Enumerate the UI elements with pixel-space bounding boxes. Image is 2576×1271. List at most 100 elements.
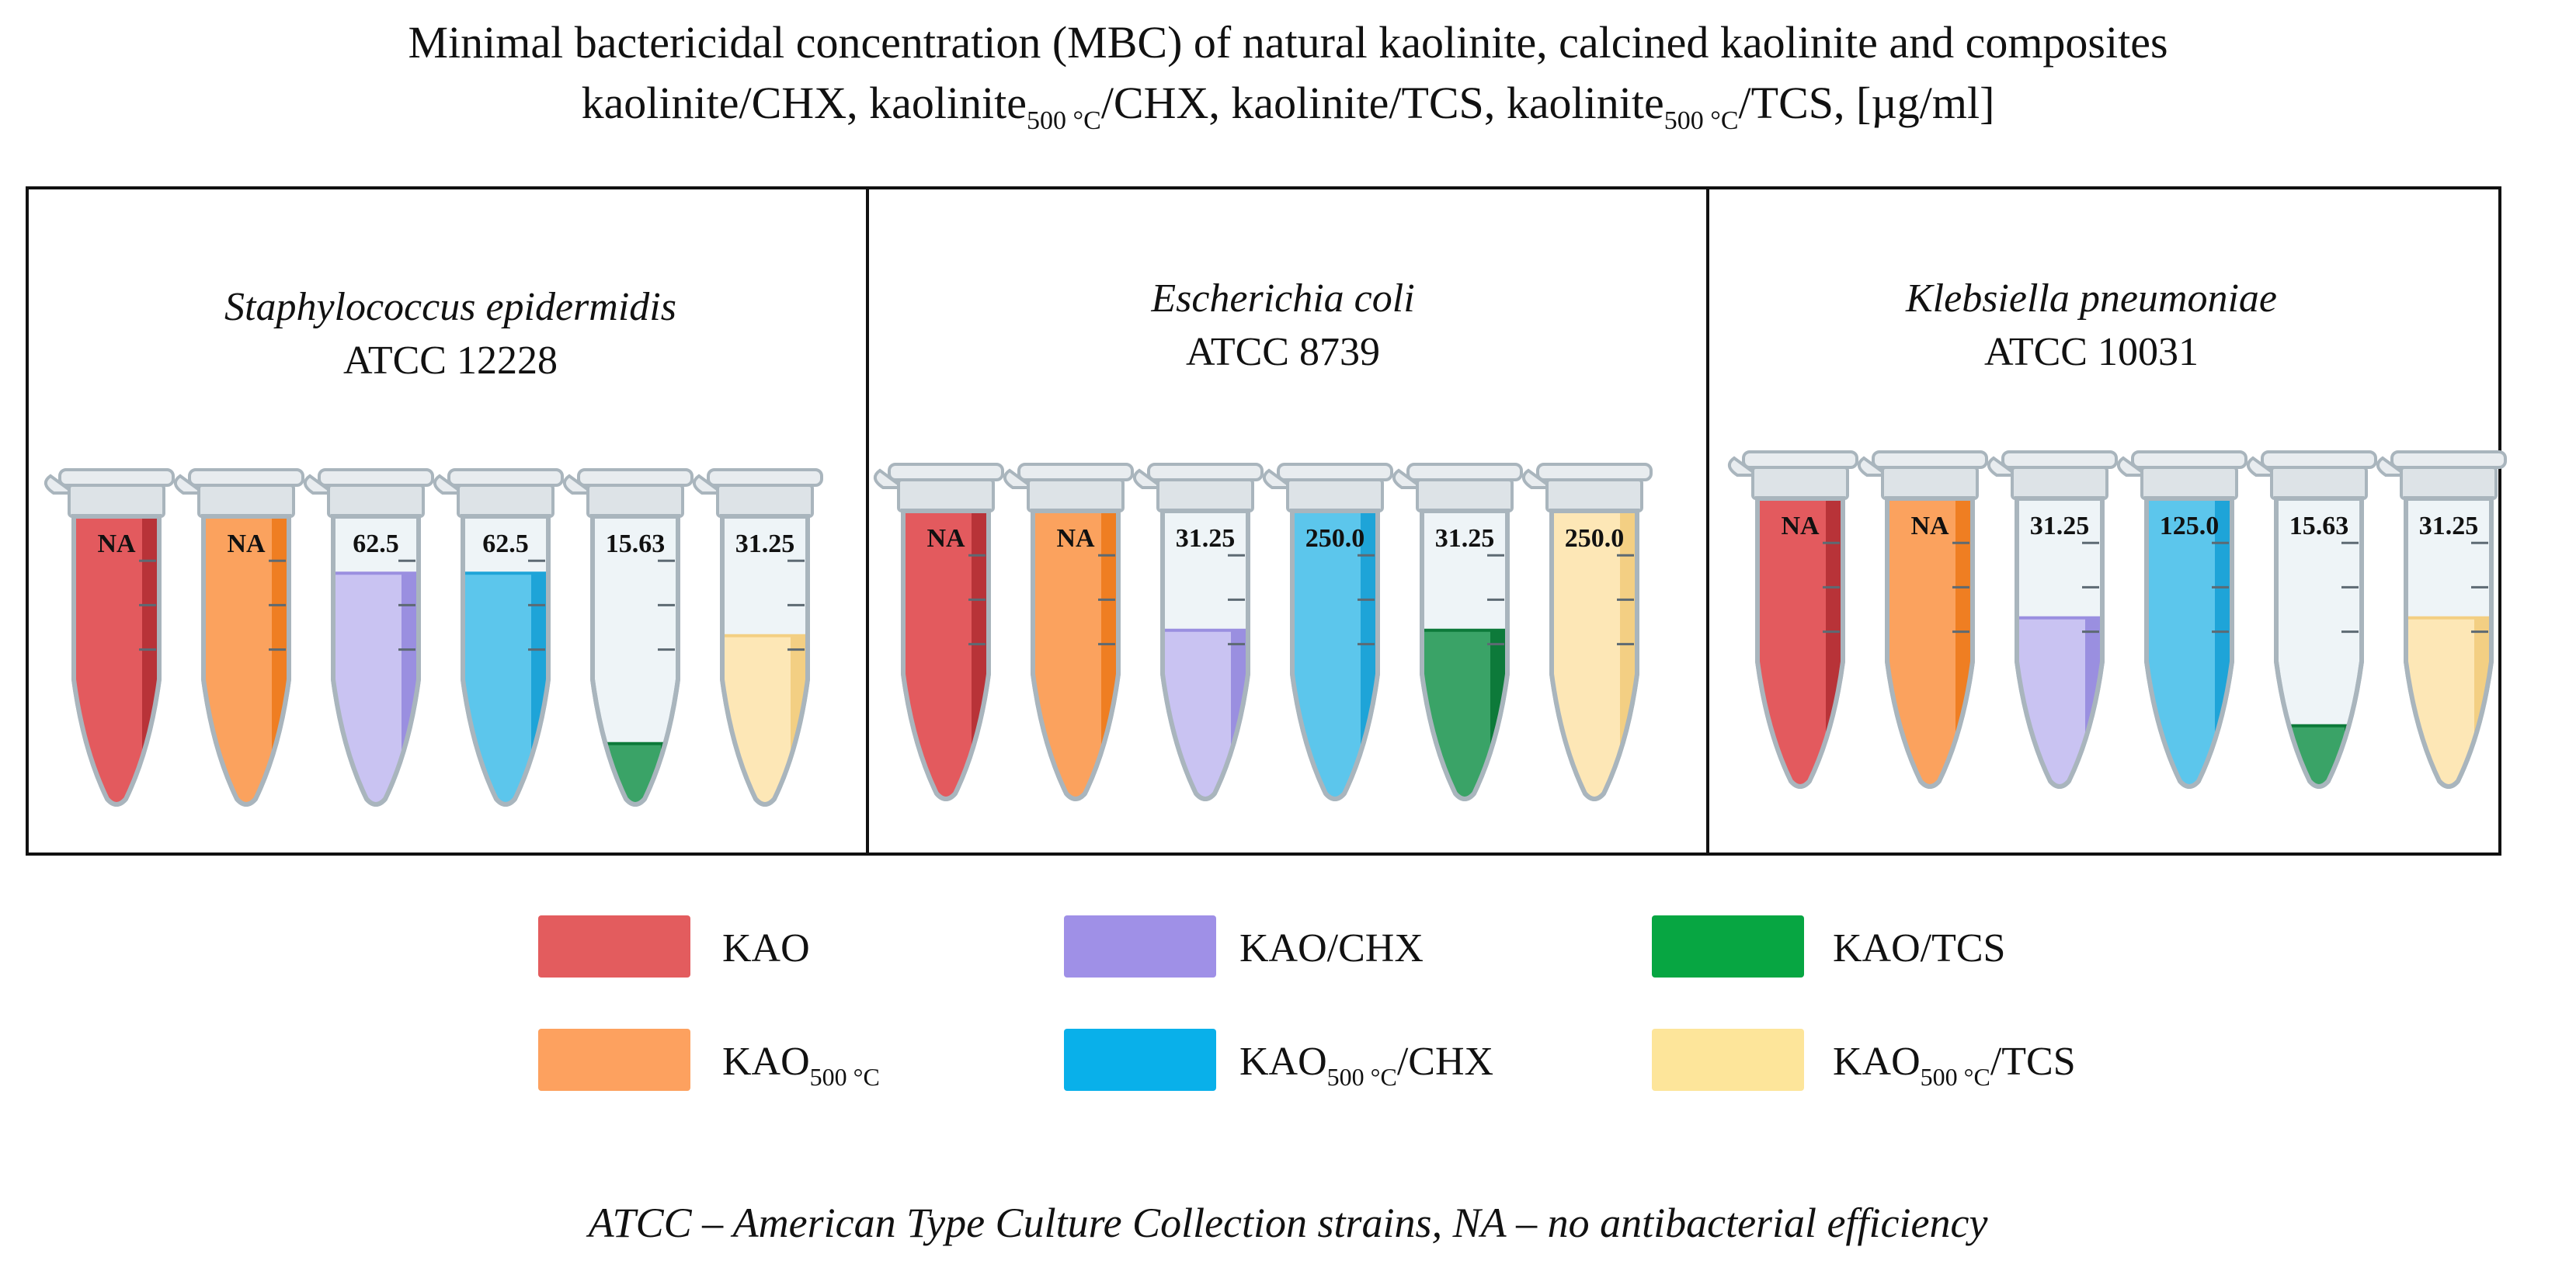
- legend-label-suffix: /CHX: [1396, 1040, 1494, 1084]
- tube-collar: [327, 484, 425, 518]
- legend-label-text: KAO: [722, 926, 810, 971]
- tube-collar: [2140, 466, 2238, 500]
- tube-kaotcs: 15.63: [2247, 450, 2377, 789]
- legend-label-kao500-chx: KAO500 °C/CHX: [1239, 1040, 1494, 1091]
- tube-value-label: 125.0: [2160, 512, 2220, 540]
- legend-swatch-kao500-chx: [1064, 1029, 1216, 1091]
- tube-collar: [1751, 466, 1849, 500]
- tube-value-label: 250.0: [1305, 524, 1365, 553]
- tube-collar: [1286, 478, 1384, 512]
- tube-cap: [1277, 463, 1393, 481]
- tube-value-label: 31.25: [2419, 512, 2479, 540]
- footnote: ATCC – American Type Culture Collection …: [588, 1200, 1988, 1246]
- tube-hinge: [1858, 456, 1893, 477]
- tube-collar: [1416, 478, 1514, 512]
- tube-cap: [1147, 463, 1264, 481]
- tube-liquid: [463, 571, 548, 804]
- panel-divider: [1706, 189, 1709, 853]
- tube-hinge: [1133, 468, 1168, 489]
- tube-hinge: [1392, 468, 1427, 489]
- legend-swatch-kao500: [538, 1029, 690, 1091]
- tube-value-label: 31.25: [735, 530, 795, 558]
- tube-kao500chx: 62.5: [433, 468, 564, 807]
- species-name: Klebsiella pneumoniae: [1905, 276, 2278, 321]
- tube-hinge: [1987, 456, 2022, 477]
- legend-label-text: KAO: [722, 1040, 810, 1084]
- tube-kao500tcs: 31.25: [2376, 450, 2507, 789]
- tube-kao500tcs: 250.0: [1522, 463, 1653, 801]
- species-name: Escherichia coli: [1151, 276, 1415, 321]
- legend-label-kao: KAO: [722, 929, 810, 969]
- tube-cap: [1536, 463, 1653, 481]
- tube-illustrations: NA NA 62.5 62.5 15.63 31.25 NA NA 31.25 250.0 31.2…: [44, 450, 2507, 807]
- tube-value-label: 31.25: [2030, 512, 2090, 540]
- tube-kao: NA: [1728, 450, 1858, 789]
- tube-kaotcs: 31.25: [1392, 463, 1523, 801]
- strain-id: ATCC 12228: [343, 338, 558, 383]
- tube-hinge: [2117, 456, 2152, 477]
- tube-collar: [2270, 466, 2368, 500]
- tube-cap: [447, 468, 564, 487]
- tube-value-label: 31.25: [1176, 524, 1236, 553]
- legend-label-subscript: 500 °C: [1326, 1063, 1397, 1091]
- tube-value-label: NA: [1056, 524, 1095, 553]
- tube-cap: [2390, 450, 2507, 469]
- title-subscript: 500 °C: [1663, 106, 1739, 135]
- legend-label-text: KAO: [1833, 1040, 1921, 1084]
- tube-value-label: 15.63: [2289, 512, 2349, 540]
- tube-kaotcs: 15.63: [563, 468, 694, 807]
- tube-cap: [58, 468, 175, 487]
- tube-collar: [1545, 478, 1643, 512]
- tube-collar: [1881, 466, 1979, 500]
- tube-collar: [586, 484, 684, 518]
- tube-liquid: [333, 571, 419, 804]
- panel-title-klebsiella: Klebsiella pneumoniae ATCC 10031: [1703, 273, 2480, 379]
- panel-divider: [866, 189, 869, 853]
- legend-label-kao500: KAO500 °C: [722, 1040, 880, 1091]
- tube-cap: [1406, 463, 1523, 481]
- legend-label-subscript: 500 °C: [1920, 1063, 1990, 1091]
- strain-id: ATCC 8739: [1186, 329, 1380, 374]
- tube-collar: [897, 478, 995, 512]
- tube-cap: [888, 463, 1004, 481]
- tube-kao500: NA: [1858, 450, 1988, 789]
- title-part: kaolinite/CHX, kaolinite: [581, 78, 1027, 128]
- tube-kao500tcs: 31.25: [693, 468, 823, 807]
- tube-cap: [2261, 450, 2377, 469]
- legend-label-text: KAO/CHX: [1239, 926, 1424, 971]
- tube-value-label: NA: [1910, 512, 1949, 540]
- legend-label-kao-tcs: KAO/TCS: [1833, 929, 2005, 969]
- tube-hinge: [2376, 456, 2411, 477]
- tube-collar: [457, 484, 554, 518]
- tube-hinge: [1522, 468, 1557, 489]
- title-part: /TCS, [µg/ml]: [1738, 78, 1995, 128]
- chart-title-line-1: Minimal bactericidal concentration (MBC)…: [408, 17, 2168, 68]
- tube-value-label: 15.63: [606, 530, 666, 558]
- tube-value-label: 31.25: [1435, 524, 1495, 553]
- tube-hinge: [563, 474, 598, 495]
- tube-hinge: [2247, 456, 2282, 477]
- tube-cap: [577, 468, 694, 487]
- legend-label-kao-chx: KAO/CHX: [1239, 929, 1424, 969]
- tube-hinge: [174, 474, 209, 495]
- tube-kaochx: 31.25: [1133, 463, 1264, 801]
- legend-swatch-kao-chx: [1064, 915, 1216, 978]
- tube-hinge: [1263, 468, 1298, 489]
- legend-label-text: KAO: [1239, 1040, 1327, 1084]
- strain-id: ATCC 10031: [1984, 329, 2199, 374]
- tube-collar: [1156, 478, 1254, 512]
- tube-collar: [716, 484, 814, 518]
- tube-cap: [1017, 463, 1134, 481]
- tube-hinge: [874, 468, 909, 489]
- legend-swatch-kao-tcs: [1652, 915, 1804, 978]
- tube-cap: [1872, 450, 1988, 469]
- tube-kaochx: 62.5: [304, 468, 434, 807]
- tube-value-label: NA: [926, 524, 965, 553]
- chart-title-line-2: kaolinite/CHX, kaolinite500 °C/CHX, kaol…: [0, 81, 2576, 134]
- tube-kao: NA: [44, 468, 175, 807]
- legend-label-subscript: 500 °C: [809, 1063, 880, 1091]
- tube-kao500: NA: [174, 468, 304, 807]
- legend-swatch-kao500-tcs: [1652, 1029, 1804, 1091]
- tube-cap: [707, 468, 823, 487]
- tube-hinge: [1728, 456, 1763, 477]
